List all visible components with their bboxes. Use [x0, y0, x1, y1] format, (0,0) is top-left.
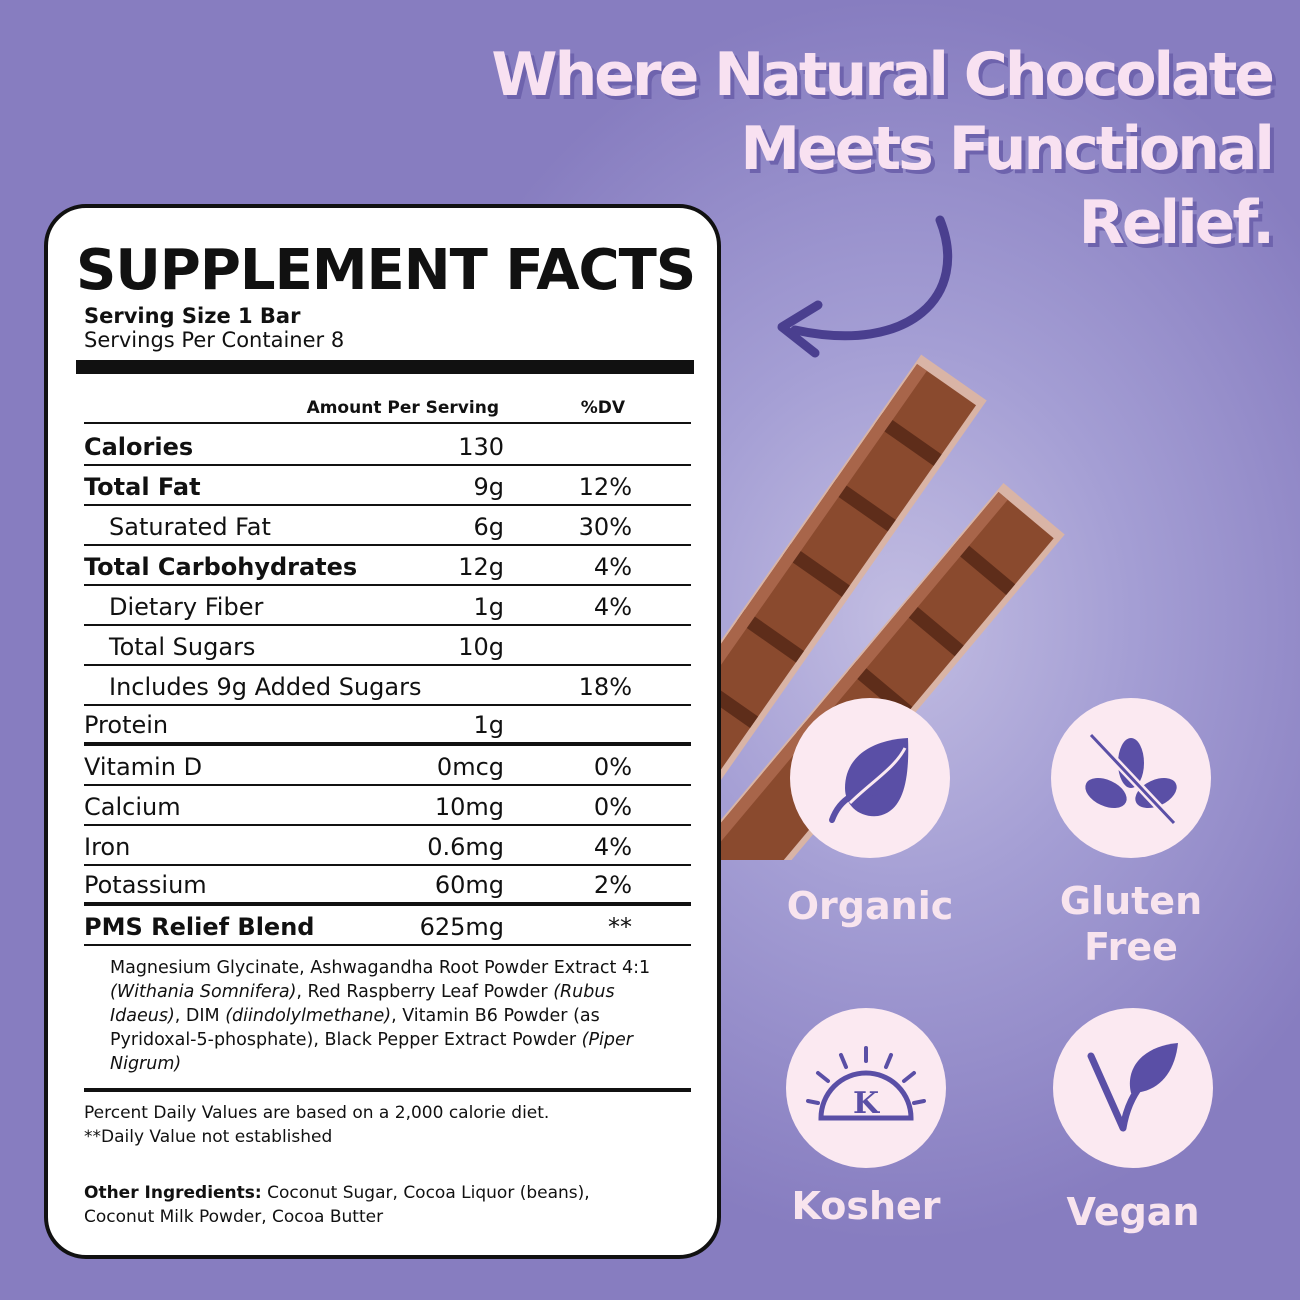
nutrient-amount: 130	[458, 433, 504, 461]
ingredient-text: , Vitamin B6 Powder (as Pyridoxal-5-phos…	[110, 1006, 600, 1050]
ingredient-text: , DIM	[174, 1006, 226, 1026]
servings-per-container: Servings Per Container 8	[84, 328, 345, 352]
no-wheat-icon	[1085, 732, 1177, 826]
vegan-badge	[1053, 1008, 1213, 1168]
svg-text:K: K	[853, 1086, 880, 1121]
nutrient-name: Saturated Fat	[109, 513, 271, 541]
nutrient-amount: 1g	[473, 711, 504, 739]
nutrient-dv: 0%	[593, 753, 632, 781]
nutrient-name: Vitamin D	[84, 753, 203, 781]
nutrient-amount: 60mg	[434, 871, 504, 899]
ingredient-text: Magnesium Glycinate, Ashwagandha Root Po…	[110, 958, 651, 978]
gluten-free-label: Gluten Free	[1001, 878, 1261, 970]
nutrient-dv: 18%	[578, 673, 632, 701]
gluten-label: Gluten	[1059, 879, 1203, 923]
amount-header: Amount Per Serving	[306, 398, 499, 418]
nutrient-name: Total Sugars	[109, 633, 256, 661]
organic-label: Organic	[786, 884, 954, 928]
blend-ingredients: Magnesium Glycinate, Ashwagandha Root Po…	[110, 956, 670, 1076]
botanical-name: (diindolylmethane)	[225, 1006, 392, 1026]
other-ingredients: Other Ingredients: Coconut Sugar, Cocoa …	[84, 1181, 664, 1229]
nutrient-amount: 6g	[473, 513, 504, 541]
nutrient-row: PMS Relief Blend 625mg **	[84, 906, 691, 946]
nutrient-row: Dietary Fiber 1g 4%	[84, 586, 691, 626]
nutrient-amount: 1g	[473, 593, 504, 621]
nutrient-row: Total Fat 9g 12%	[84, 466, 691, 506]
nutrient-row: Saturated Fat 6g 30%	[84, 506, 691, 546]
chocolate-bars-image	[690, 354, 1065, 860]
supplement-facts-panel: SUPPLEMENT FACTS Serving Size 1 Bar Serv…	[44, 204, 721, 1259]
nutrient-name: Dietary Fiber	[109, 593, 264, 621]
footnote-dv: Percent Daily Values are based on a 2,00…	[84, 1103, 550, 1123]
nutrient-row: Iron 0.6mg 4%	[84, 826, 691, 866]
vegan-v-leaf-icon	[1087, 1043, 1178, 1132]
ingredient-text: , Red Raspberry Leaf Powder	[296, 982, 554, 1002]
kosher-label: Kosher	[791, 1184, 941, 1228]
nutrient-dv: 4%	[593, 833, 632, 861]
divider	[84, 422, 691, 424]
footnote-not-established: **Daily Value not established	[84, 1127, 333, 1147]
nutrient-dv: 4%	[593, 553, 632, 581]
nutrient-row: Potassium 60mg 2%	[84, 866, 691, 906]
nutrient-dv: 0%	[593, 793, 632, 821]
botanical-name: (Rubus Idaeus)	[110, 982, 615, 1026]
headline-line: Where Natural Chocolate	[491, 40, 1275, 110]
serving-size: Serving Size 1 Bar	[84, 304, 301, 328]
headline-line: Relief.	[1078, 188, 1275, 258]
nutrient-row: Calcium 10mg 0%	[84, 786, 691, 826]
nutrient-name: Iron	[84, 833, 131, 861]
botanical-name: (Piper Nigrum)	[110, 1030, 633, 1074]
nutrient-amount: 625mg	[419, 913, 504, 941]
divider	[76, 360, 694, 374]
nutrient-amount: 0mcg	[436, 753, 504, 781]
nutrient-amount: 10g	[458, 633, 504, 661]
nutrient-dv: 2%	[593, 871, 632, 899]
nutrient-amount: 0.6mg	[427, 833, 504, 861]
nutrient-row: Total Carbohydrates 12g 4%	[84, 546, 691, 586]
botanical-name: (Withania Somnifera)	[110, 982, 297, 1002]
kosher-k-icon: K	[806, 1046, 926, 1121]
headline: Where Natural Chocolate Meets Functional…	[491, 38, 1275, 260]
nutrient-row: Total Sugars 10g	[84, 626, 691, 666]
free-label: Free	[1084, 925, 1178, 969]
nutrient-amount: 9g	[473, 473, 504, 501]
panel-title: SUPPLEMENT FACTS	[76, 238, 696, 303]
nutrient-amount: 12g	[458, 553, 504, 581]
kosher-badge: K	[786, 1008, 946, 1168]
curved-arrow-icon	[777, 215, 953, 358]
nutrient-name: Calories	[84, 433, 194, 461]
nutrient-dv: **	[608, 913, 632, 941]
nutrient-row: Vitamin D 0mcg 0%	[84, 746, 691, 786]
headline-line: Meets Functional	[740, 114, 1275, 184]
organic-badge	[790, 698, 950, 858]
nutrient-dv: 4%	[593, 593, 632, 621]
vegan-label: Vegan	[1066, 1190, 1200, 1234]
dv-header: %DV	[580, 398, 625, 418]
nutrient-row: Includes 9g Added Sugars 18%	[84, 666, 691, 706]
nutrient-dv: 12%	[578, 473, 632, 501]
nutrient-name: Total Fat	[84, 473, 201, 501]
nutrient-name: PMS Relief Blend	[84, 913, 315, 941]
other-ingredients-text: Coconut Sugar, Cocoa Liquor (beans), Coc…	[84, 1183, 590, 1227]
gluten-free-badge	[1051, 698, 1211, 858]
nutrient-row: Calories 130	[84, 426, 691, 466]
leaf-icon	[829, 738, 909, 823]
nutrient-name: Total Carbohydrates	[84, 553, 358, 581]
nutrient-dv: 30%	[578, 513, 632, 541]
other-ingredients-label: Other Ingredients:	[84, 1183, 262, 1203]
nutrient-name: Calcium	[84, 793, 181, 821]
nutrient-amount: 10mg	[434, 793, 504, 821]
divider	[84, 1088, 691, 1092]
nutrient-name: Potassium	[84, 871, 207, 899]
nutrient-name: Protein	[84, 711, 169, 739]
nutrient-row: Protein 1g	[84, 706, 691, 746]
nutrient-name: Includes 9g Added Sugars	[109, 673, 422, 701]
